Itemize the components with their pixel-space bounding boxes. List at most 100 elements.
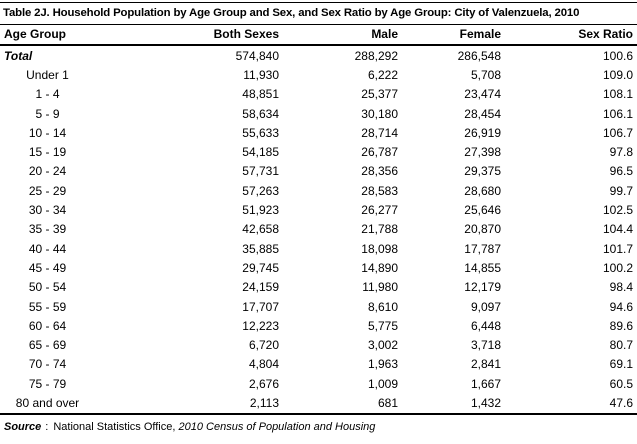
value-cell: 20,870 <box>464 222 501 237</box>
value-cell: 14,890 <box>361 260 398 275</box>
value-cell: 42,658 <box>242 222 279 237</box>
value-cell: 28,583 <box>361 183 398 198</box>
value-cell: 9,097 <box>470 299 501 314</box>
value-cell: 48,851 <box>242 87 279 102</box>
age-group-cell: 35 - 39 <box>0 220 120 239</box>
value-cell: 51,923 <box>242 203 279 218</box>
value-cell: 2,841 <box>470 357 501 372</box>
age-group-label: 80 and over <box>15 395 80 410</box>
value-cell: 80.7 <box>609 338 633 353</box>
value-cell: 28,714 <box>361 125 398 140</box>
age-group-cell: 40 - 44 <box>0 239 120 258</box>
age-group-cell: 55 - 59 <box>0 297 120 316</box>
table-row: 15 - 19 54,185 26,787 27,398 97.8 <box>0 142 637 161</box>
value-cell: 54,185 <box>242 145 279 160</box>
table-row: 50 - 54 24,159 11,980 12,179 98.4 <box>0 278 637 297</box>
value-cell: 1,963 <box>367 357 398 372</box>
age-group-cell: Total <box>0 45 120 65</box>
column-header-age-group: Age Group <box>0 25 120 46</box>
age-group-label: 70 - 74 <box>28 357 67 372</box>
value-cell: 69.1 <box>609 357 633 372</box>
value-cell: 100.6 <box>602 48 633 63</box>
column-header-male: Male <box>283 25 402 46</box>
value-cell: 108.1 <box>602 87 633 102</box>
age-group-cell: 20 - 24 <box>0 162 120 181</box>
age-group-cell: 10 - 14 <box>0 123 120 142</box>
table-row: Under 1 11,930 6,222 5,708 109.0 <box>0 65 637 84</box>
value-cell: 101.7 <box>602 241 633 256</box>
value-cell: 104.4 <box>602 222 633 237</box>
value-cell: 106.7 <box>602 125 633 140</box>
value-cell: 23,474 <box>464 87 501 102</box>
value-cell: 26,919 <box>464 125 501 140</box>
population-table: Age Group Both Sexes Male Female Sex Rat… <box>0 25 637 415</box>
table-row: 70 - 74 4,804 1,963 2,841 69.1 <box>0 355 637 374</box>
age-group-cell: 15 - 19 <box>0 142 120 161</box>
value-cell: 18,098 <box>361 241 398 256</box>
value-cell: 30,180 <box>361 106 398 121</box>
table-row: 5 - 9 58,634 30,180 28,454 106.1 <box>0 104 637 123</box>
age-group-label: 65 - 69 <box>28 338 67 353</box>
table-row: 65 - 69 6,720 3,002 3,718 80.7 <box>0 335 637 354</box>
table-row: 35 - 39 42,658 21,788 20,870 104.4 <box>0 220 637 239</box>
value-cell: 574,840 <box>235 48 279 63</box>
value-cell: 681 <box>283 393 402 415</box>
age-group-cell: Under 1 <box>0 65 120 84</box>
age-group-label: 10 - 14 <box>28 125 67 140</box>
value-cell: 98.4 <box>609 280 633 295</box>
value-cell: 102.5 <box>602 203 633 218</box>
value-cell: 109.0 <box>602 67 633 82</box>
value-cell: 29,375 <box>464 164 501 179</box>
value-cell: 28,454 <box>464 106 501 121</box>
value-cell: 29,745 <box>242 260 279 275</box>
value-cell: 57,731 <box>242 164 279 179</box>
value-cell: 58,634 <box>242 106 279 121</box>
value-cell: 2,113 <box>120 393 283 415</box>
value-cell: 6,222 <box>367 67 398 82</box>
value-cell: 57,263 <box>242 183 279 198</box>
table-row: 45 - 49 29,745 14,890 14,855 100.2 <box>0 258 637 277</box>
value-cell: 1,667 <box>470 376 501 391</box>
table-row: 30 - 34 51,923 26,277 25,646 102.5 <box>0 200 637 219</box>
value-cell: 12,223 <box>242 318 279 333</box>
value-cell: 28,680 <box>464 183 501 198</box>
value-cell: 26,787 <box>361 145 398 160</box>
age-group-cell: 75 - 79 <box>0 374 120 393</box>
value-cell: 97.8 <box>609 145 633 160</box>
age-group-cell: 80 and over <box>0 393 120 415</box>
value-cell: 60.5 <box>609 376 633 391</box>
value-cell: 6,720 <box>248 338 279 353</box>
source-publication: 2010 Census of Population and Housing <box>178 420 376 433</box>
value-cell: 94.6 <box>609 299 633 314</box>
age-group-label: 20 - 24 <box>28 164 67 179</box>
value-cell: 3,718 <box>470 338 501 353</box>
value-cell: 1,432 <box>402 393 505 415</box>
value-cell: 99.7 <box>609 183 633 198</box>
age-group-label: 50 - 54 <box>28 280 67 295</box>
value-cell: 96.5 <box>609 164 633 179</box>
value-cell: 5,775 <box>367 318 398 333</box>
value-cell: 11,930 <box>243 67 279 82</box>
age-group-cell: 50 - 54 <box>0 278 120 297</box>
age-group-label: 60 - 64 <box>28 318 67 333</box>
table-row: 40 - 44 35,885 18,098 17,787 101.7 <box>0 239 637 258</box>
age-group-label: 35 - 39 <box>28 222 67 237</box>
value-cell: 17,787 <box>464 241 501 256</box>
source-organization: National Statistics Office, <box>53 420 176 433</box>
age-group-label: 30 - 34 <box>28 203 67 218</box>
age-group-label: Total <box>4 48 33 63</box>
age-group-label: 75 - 79 <box>28 376 67 391</box>
table-row: 80 and over 2,113 681 1,432 47.6 <box>0 393 637 415</box>
column-header-sex-ratio: Sex Ratio <box>505 25 637 46</box>
value-cell: 17,707 <box>242 299 279 314</box>
age-group-cell: 25 - 29 <box>0 181 120 200</box>
age-group-label: Under 1 <box>26 67 69 82</box>
value-cell: 5,708 <box>470 67 501 82</box>
table-row: 25 - 29 57,263 28,583 28,680 99.7 <box>0 181 637 200</box>
source-separator: : <box>45 420 49 433</box>
table-body: Total 574,840 288,292 286,548 100.6 Under 1 11… <box>0 45 637 415</box>
value-cell: 2,676 <box>248 376 279 391</box>
value-cell: 24,159 <box>242 280 279 295</box>
value-cell: 288,292 <box>354 48 398 63</box>
